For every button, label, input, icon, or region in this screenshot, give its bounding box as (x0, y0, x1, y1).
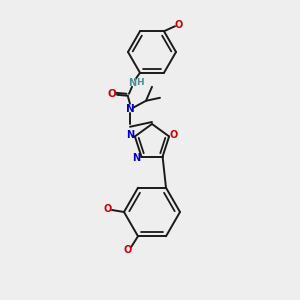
Text: O: O (175, 20, 183, 30)
Text: N: N (132, 153, 140, 163)
Text: N: N (126, 130, 134, 140)
Text: H: H (136, 78, 144, 87)
Text: O: O (104, 204, 112, 214)
Text: N: N (126, 104, 134, 114)
Text: O: O (124, 245, 132, 255)
Text: O: O (170, 130, 178, 140)
Text: N: N (128, 78, 136, 88)
Text: O: O (108, 89, 116, 99)
